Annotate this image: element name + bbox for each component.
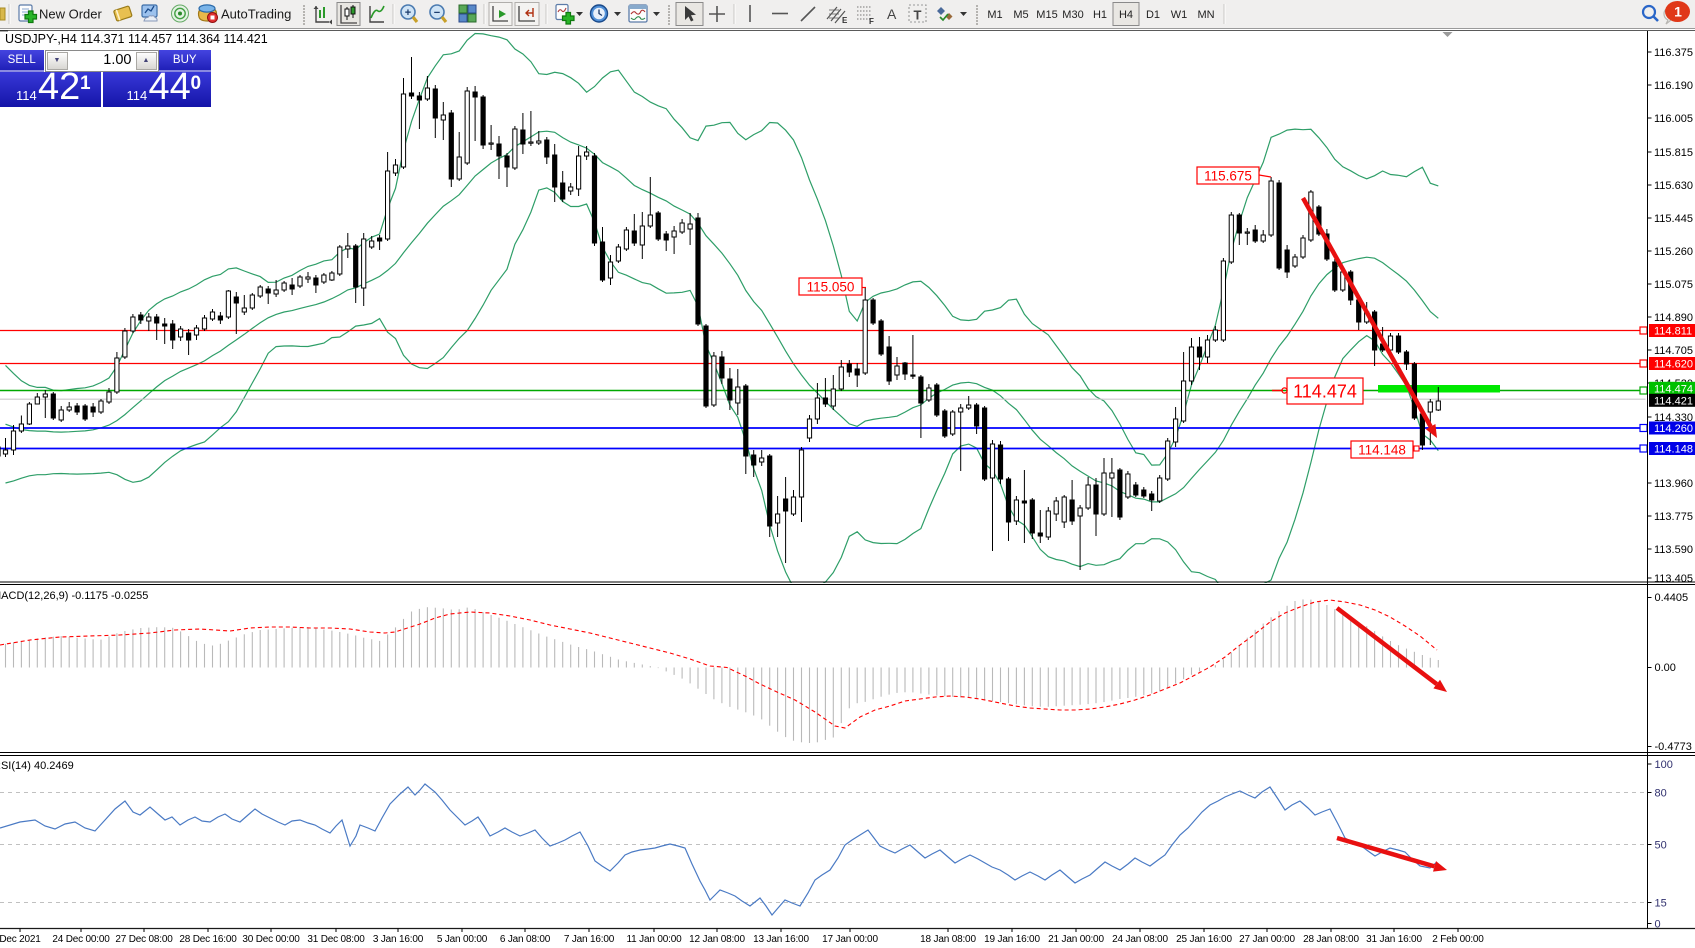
svg-text:AutoTrading: AutoTrading (221, 7, 291, 22)
svg-text:115.075: 115.075 (1654, 279, 1693, 291)
svg-text:114.148: 114.148 (1358, 442, 1406, 457)
svg-text:115.050: 115.050 (807, 279, 855, 294)
svg-text:113.590: 113.590 (1654, 544, 1693, 556)
svg-text:F: F (869, 17, 874, 26)
svg-text:M30: M30 (1062, 9, 1083, 21)
svg-text:80: 80 (1655, 788, 1667, 800)
svg-text:New Order: New Order (39, 7, 103, 22)
svg-text:114.474: 114.474 (1293, 381, 1357, 401)
svg-text:113.405: 113.405 (1654, 573, 1693, 585)
svg-text:50: 50 (1655, 840, 1667, 852)
svg-text:USDJPY-,H4 114.371 114.457 11: USDJPY-,H4 114.371 114.457 114.364 114.4… (5, 32, 268, 46)
svg-text:11 Jan 00:00: 11 Jan 00:00 (627, 934, 683, 945)
svg-text:15: 15 (1655, 898, 1667, 910)
svg-text:113.960: 113.960 (1654, 478, 1693, 490)
svg-text:31 Dec 08:00: 31 Dec 08:00 (307, 934, 365, 945)
svg-text:Dec 2021: Dec 2021 (0, 934, 41, 945)
svg-text:-0.4773: -0.4773 (1655, 741, 1692, 753)
svg-text:116.005: 116.005 (1654, 113, 1693, 125)
svg-text:114.421: 114.421 (1654, 395, 1693, 407)
svg-text:A: A (887, 6, 897, 22)
svg-text:116.375: 116.375 (1654, 47, 1693, 59)
svg-text:H1: H1 (1093, 9, 1107, 21)
svg-text:21 Jan 00:00: 21 Jan 00:00 (1048, 934, 1104, 945)
svg-text:115.630: 115.630 (1654, 180, 1693, 192)
svg-text:115.675: 115.675 (1204, 168, 1252, 183)
svg-text:25 Jan 16:00: 25 Jan 16:00 (1176, 934, 1232, 945)
svg-text:18 Jan 08:00: 18 Jan 08:00 (920, 934, 976, 945)
svg-text:114.330: 114.330 (1654, 412, 1693, 424)
svg-text:0: 0 (1655, 919, 1661, 931)
svg-text:1: 1 (1674, 4, 1682, 20)
svg-text:17 Jan 00:00: 17 Jan 00:00 (822, 934, 878, 945)
svg-text:12 Jan 08:00: 12 Jan 08:00 (689, 934, 745, 945)
svg-text:28 Jan 08:00: 28 Jan 08:00 (1303, 934, 1359, 945)
svg-text:113.775: 113.775 (1654, 511, 1693, 523)
svg-text:−: − (434, 7, 440, 19)
svg-text:100: 100 (1655, 759, 1673, 771)
svg-text:W1: W1 (1171, 9, 1188, 21)
svg-text:6 Jan 08:00: 6 Jan 08:00 (500, 934, 551, 945)
svg-text:31 Jan 16:00: 31 Jan 16:00 (1366, 934, 1422, 945)
svg-text:3 Jan 16:00: 3 Jan 16:00 (373, 934, 424, 945)
svg-text:114.148: 114.148 (1654, 444, 1693, 456)
svg-text:114.620: 114.620 (1654, 359, 1693, 371)
svg-text:28 Dec 16:00: 28 Dec 16:00 (179, 934, 237, 945)
svg-text:M1: M1 (987, 9, 1002, 21)
svg-text:+: + (405, 7, 411, 19)
svg-text:E: E (842, 16, 848, 25)
svg-text:30 Dec 00:00: 30 Dec 00:00 (242, 934, 300, 945)
svg-text:27 Dec 08:00: 27 Dec 08:00 (115, 934, 173, 945)
svg-text:T: T (914, 8, 922, 23)
svg-text:115.445: 115.445 (1654, 213, 1693, 225)
svg-text:RSI(14) 40.2469: RSI(14) 40.2469 (0, 760, 74, 772)
svg-text:D1: D1 (1146, 9, 1160, 21)
svg-text:13 Jan 16:00: 13 Jan 16:00 (753, 934, 809, 945)
svg-text:H4: H4 (1119, 9, 1133, 21)
svg-text:2 Feb 00:00: 2 Feb 00:00 (1432, 934, 1484, 945)
svg-text:0.00: 0.00 (1655, 662, 1676, 674)
svg-text:24 Dec 00:00: 24 Dec 00:00 (52, 934, 110, 945)
svg-text:27 Jan 00:00: 27 Jan 00:00 (1239, 934, 1295, 945)
svg-text:7 Jan 16:00: 7 Jan 16:00 (564, 934, 615, 945)
svg-text:116.190: 116.190 (1654, 80, 1693, 92)
svg-text:24 Jan 08:00: 24 Jan 08:00 (1112, 934, 1168, 945)
svg-text:115.260: 115.260 (1654, 246, 1693, 258)
svg-text:0.4405: 0.4405 (1655, 592, 1689, 604)
svg-text:MACD(12,26,9) -0.1175 -0.0255: MACD(12,26,9) -0.1175 -0.0255 (0, 590, 148, 602)
svg-text:114.705: 114.705 (1654, 345, 1693, 357)
svg-text:M15: M15 (1036, 9, 1057, 21)
svg-text:M5: M5 (1013, 9, 1028, 21)
svg-text:114.260: 114.260 (1654, 423, 1693, 435)
svg-text:114.890: 114.890 (1654, 312, 1693, 324)
svg-text:MN: MN (1197, 9, 1214, 21)
svg-text:114.811: 114.811 (1654, 326, 1692, 338)
svg-text:5 Jan 00:00: 5 Jan 00:00 (437, 934, 488, 945)
svg-text:115.815: 115.815 (1654, 147, 1693, 159)
svg-text:114.474: 114.474 (1654, 383, 1693, 395)
svg-text:19 Jan 16:00: 19 Jan 16:00 (984, 934, 1040, 945)
